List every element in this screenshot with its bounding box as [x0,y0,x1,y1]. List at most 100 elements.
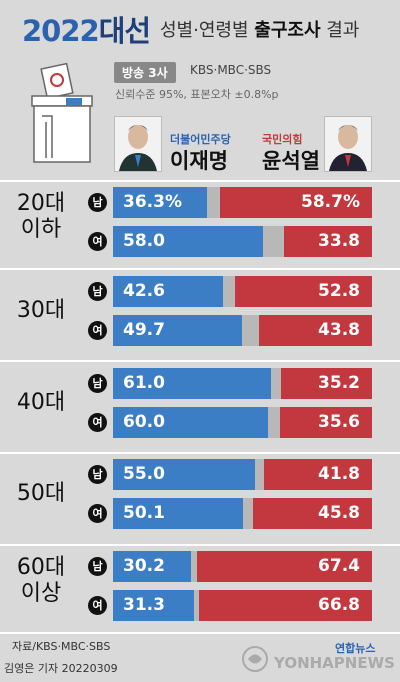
age-group-label-line1: 60대 [16,555,66,580]
age-group-label-line1: 50대 [16,481,66,506]
age-group-label: 50대 [4,481,78,507]
sex-badge: 여 [88,596,107,615]
lee-value-label: 58.0 [123,231,165,251]
sex-badge: 여 [88,413,107,432]
lee-value-label: 42.6 [123,281,165,301]
age-group-label: 30대 [4,298,78,324]
result-bar: 31.3 66.8 [113,590,372,621]
yoon-value-label: 35.6 [318,412,360,432]
subtitle-bold: 출구조사 [254,20,321,41]
sex-badge: 여 [88,504,107,523]
lee-value-label: 36.3% [123,192,182,212]
lee-value-label: 31.3 [123,595,165,615]
sex-badge: 남 [88,374,107,393]
header: 2022대선 성별·연령별 출구조사 결과 [0,0,400,50]
yoon-value-label: 33.8 [318,231,360,251]
yoon-value-label: 58.7% [301,192,360,212]
group-divider [0,544,400,546]
group-divider [0,360,400,362]
yoon-value-label: 43.8 [318,320,360,340]
sex-badge: 남 [88,465,107,484]
subtitle-plain: 성별·연령별 [160,20,249,41]
sex-badge: 여 [88,232,107,251]
yoon-bar-segment [219,187,372,218]
yoon-bar-segment [280,368,372,399]
result-bar: 60.0 35.6 [113,407,372,438]
yoon-value-label: 66.8 [318,595,360,615]
yoon-value-label: 52.8 [318,281,360,301]
yonhap-logo-top: 연합뉴스 [335,642,376,655]
lee-bar-segment [113,187,208,218]
result-bar: 55.0 41.8 [113,459,372,490]
lee-bar-segment [113,315,242,346]
credit-note: 김영은 기자 20220309 [4,662,118,675]
yoon-value-label: 35.2 [318,373,360,393]
result-bar: 61.0 35.2 [113,368,372,399]
source-note: 자료/KBS·MBC·SBS [12,640,111,653]
title-year: 2022 [22,14,100,48]
age-group-label: 20대 이하 [4,191,78,243]
lee-value-label: 50.1 [123,503,165,523]
sex-badge: 남 [88,282,107,301]
networks-label: KBS·MBC·SBS [190,63,272,77]
group-divider [0,632,400,634]
sex-badge: 남 [88,557,107,576]
lee-bar-segment [113,226,264,257]
yoon-bar-segment [235,276,372,307]
yonhap-logo: 연합뉴스 YONHAPNEWS [240,640,395,680]
lee-bar-segment [113,276,224,307]
yonhap-logo-main: YONHAPNEWS [274,654,395,672]
lee-bar-segment [113,459,256,490]
yoon-value-label: 41.8 [318,464,360,484]
yoon-bar-segment [253,498,372,529]
yoon-name: 윤석열 [262,149,320,173]
yoon-value-label: 67.4 [318,556,360,576]
lee-name: 이재명 [170,149,228,173]
lee-value-label: 49.7 [123,320,165,340]
age-group-label-line1: 30대 [16,298,66,323]
lee-value-label: 55.0 [123,464,165,484]
lee-party: 더불어민주당 [170,133,231,146]
result-bar: 36.3% 58.7% [113,187,372,218]
yoon-value-label: 45.8 [318,503,360,523]
lee-portrait-icon [119,125,157,171]
age-group-label-line2: 이하 [20,217,62,242]
lee-photo [114,116,162,172]
age-group-label-line1: 20대 [16,191,66,216]
subtitle-end: 결과 [326,20,360,41]
yoon-portrait-icon [329,125,367,171]
age-group-label: 60대 이상 [4,555,78,607]
group-divider [0,452,400,454]
yoon-bar-segment [284,226,372,257]
yoon-bar-segment [197,551,372,582]
lee-value-label: 60.0 [123,412,165,432]
result-bar: 58.0 33.8 [113,226,372,257]
title-subtitle: 성별·연령별 출구조사 결과 [160,16,359,42]
sex-badge: 남 [88,193,107,212]
yoon-bar-segment [199,590,372,621]
sex-badge: 여 [88,321,107,340]
result-bar: 50.1 45.8 [113,498,372,529]
broadcast-badge: 방송 3사 [114,62,176,83]
ballot-box-icon [31,62,93,163]
result-bar: 49.7 43.8 [113,315,372,346]
lee-bar-segment [113,551,192,582]
lee-bar-segment [113,498,243,529]
age-group-label: 40대 [4,390,78,416]
lee-value-label: 30.2 [123,556,165,576]
age-group-label-line1: 40대 [16,390,66,415]
result-bar: 30.2 67.4 [113,551,372,582]
lee-value-label: 61.0 [123,373,165,393]
result-bar: 42.6 52.8 [113,276,372,307]
group-divider [0,268,400,270]
group-divider [0,180,400,182]
yoon-photo [324,116,372,172]
confidence-note: 신뢰수준 95%, 표본오차 ±0.8%p [115,88,279,101]
lee-bar-segment [113,368,271,399]
yoon-bar-segment [279,407,372,438]
title-main: 2022대선 [22,8,151,50]
yoon-party: 국민의힘 [262,133,303,146]
yoon-bar-segment [258,315,372,346]
title-word: 대선 [98,14,151,48]
yonhap-logo-icon [242,646,268,672]
